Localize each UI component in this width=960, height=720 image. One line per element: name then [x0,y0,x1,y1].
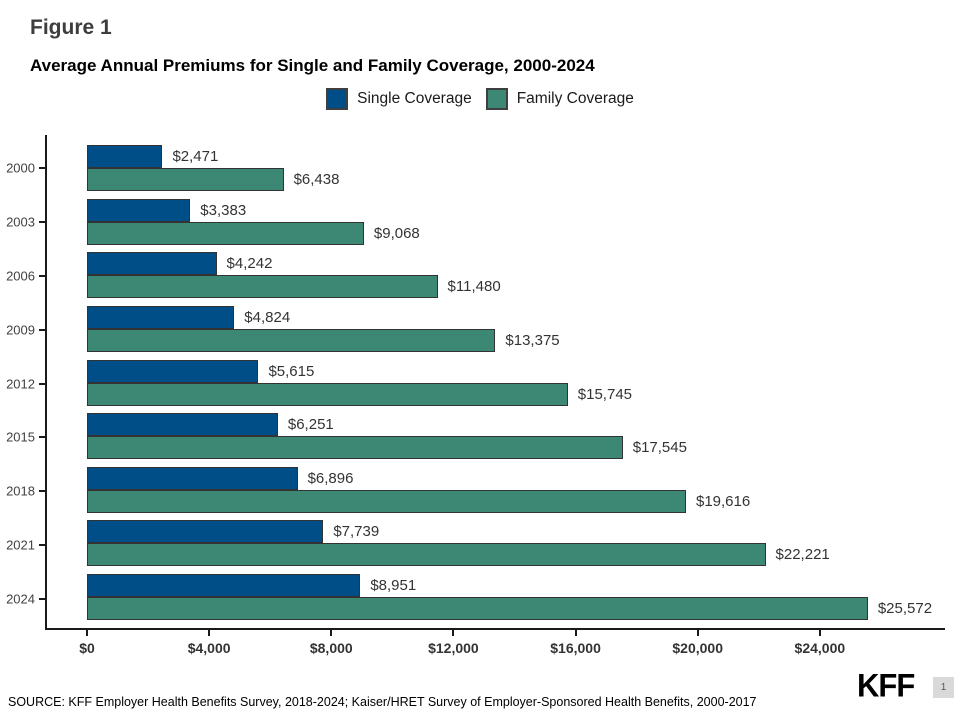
y-axis-tick [39,274,47,277]
y-axis-tick [39,328,47,331]
figure-label: Figure 1 [30,16,112,39]
x-axis-label: $16,000 [550,640,601,656]
x-axis-label: $8,000 [309,640,353,656]
bar-value-label: $11,480 [447,278,501,296]
bar-value-label: $5,615 [268,362,315,380]
bar-value-label: $6,896 [307,469,354,487]
y-axis-tick [39,167,47,169]
bar-value-label: $15,745 [577,385,633,403]
y-axis-label-2021: 2021 [6,537,35,553]
bar-value-label: $7,739 [333,523,380,541]
kff-logo: KFF [857,667,915,704]
family-bar-2000 [87,168,284,191]
y-axis-label-2003: 2003 [6,214,35,230]
y-axis-label-2000: 2000 [6,160,35,176]
single-bar-2006 [87,252,217,276]
source-note: SOURCE: KFF Employer Health Benefits Sur… [8,695,757,709]
bar-value-label: $4,242 [226,255,273,273]
bar-group-2018: $6,896 $19,616 [87,466,940,513]
bar-value-label: $17,545 [632,439,687,457]
single-bar-2021 [87,520,324,544]
y-axis-label-2009: 2009 [6,322,35,338]
bar-value-label: $25,572 [877,600,933,617]
y-axis-label-2012: 2012 [6,376,35,391]
page-number-badge: 1 [933,677,954,698]
bar-value-label: $6,251 [287,416,334,434]
bar-value-label: $2,471 [172,148,219,165]
bar-value-label: $6,438 [293,171,340,188]
family-bar-2018 [87,489,686,513]
family-bar-2012 [87,382,568,406]
legend-item-family: Family Coverage [485,88,634,110]
x-axis-tick [208,630,211,636]
single-coverage-swatch [326,88,349,110]
family-bar-2006 [87,275,438,299]
single-bar-2012 [87,359,259,383]
bar-group-2009: $4,824 $13,375 [87,305,940,352]
bar-group-2021: $7,739 $22,221 [87,520,940,567]
x-axis-tick [86,630,88,636]
y-axis-tick [39,490,47,493]
bar-value-label: $9,068 [373,224,420,242]
x-axis-tick [330,630,333,636]
bar-group-2015: $6,251 $17,545 [87,413,940,460]
x-axis-tick [696,630,699,636]
x-axis-tick [452,630,455,636]
y-axis-tick [39,544,47,547]
x-axis-label: $24,000 [794,640,846,656]
bar-group-2003: $3,383 $9,068 [87,198,940,245]
y-axis-tick [39,598,47,600]
y-axis-tick [39,436,47,439]
y-axis-label-2018: 2018 [6,483,35,499]
family-bar-2021 [87,543,766,567]
family-bar-2024 [87,597,868,620]
single-bar-2015 [87,413,278,437]
single-bar-2000 [87,145,163,168]
x-axis-label: $4,000 [187,640,231,656]
family-bar-2015 [87,436,623,460]
bar-group-2024: $8,951 $25,572 [87,574,940,620]
bar-chart-plot-area: $2,471 $6,438 $3,383 $9,068 $4,242 $11,480 $4,… [6,135,945,656]
bar-value-label: $13,375 [505,331,560,349]
y-axis-label-2024: 2024 [6,591,35,607]
legend-item-single: Single Coverage [326,88,472,110]
x-axis-label: $0 [79,640,95,656]
single-bar-2009 [87,305,235,329]
x-axis-tick [818,630,821,636]
y-axis-tick [39,382,47,385]
bar-groups: $2,471 $6,438 $3,383 $9,068 $4,242 $11,480 $4,… [87,145,940,620]
y-axis-tick [39,220,47,223]
family-bar-2003 [87,221,364,245]
bar-group-2006: $4,242 $11,480 [87,252,940,299]
family-bar-2009 [87,328,496,352]
legend-label: Single Coverage [357,90,472,107]
y-axis-label-2015: 2015 [6,429,35,445]
bar-value-label: $19,616 [695,492,751,510]
bar-value-label: $4,824 [244,308,291,326]
bar-group-2012: $5,615 $15,745 [87,359,940,406]
y-axis-label-2006: 2006 [6,268,35,284]
bar-value-label: $3,383 [200,201,247,219]
x-axis-label: $20,000 [672,640,723,656]
family-coverage-swatch [485,88,508,110]
bar-value-label: $22,221 [775,546,830,564]
x-axis-tick [574,630,577,636]
chart-legend: Single Coverage Family Coverage [0,88,960,110]
chart-title: Average Annual Premiums for Single and F… [30,56,595,75]
single-bar-2024 [87,574,361,597]
single-bar-2018 [87,466,298,490]
bar-group-2000: $2,471 $6,438 [87,145,940,191]
single-bar-2003 [87,198,191,222]
bar-value-label: $8,951 [370,577,417,594]
legend-label: Family Coverage [516,90,634,107]
x-axis-label: $12,000 [428,640,479,656]
